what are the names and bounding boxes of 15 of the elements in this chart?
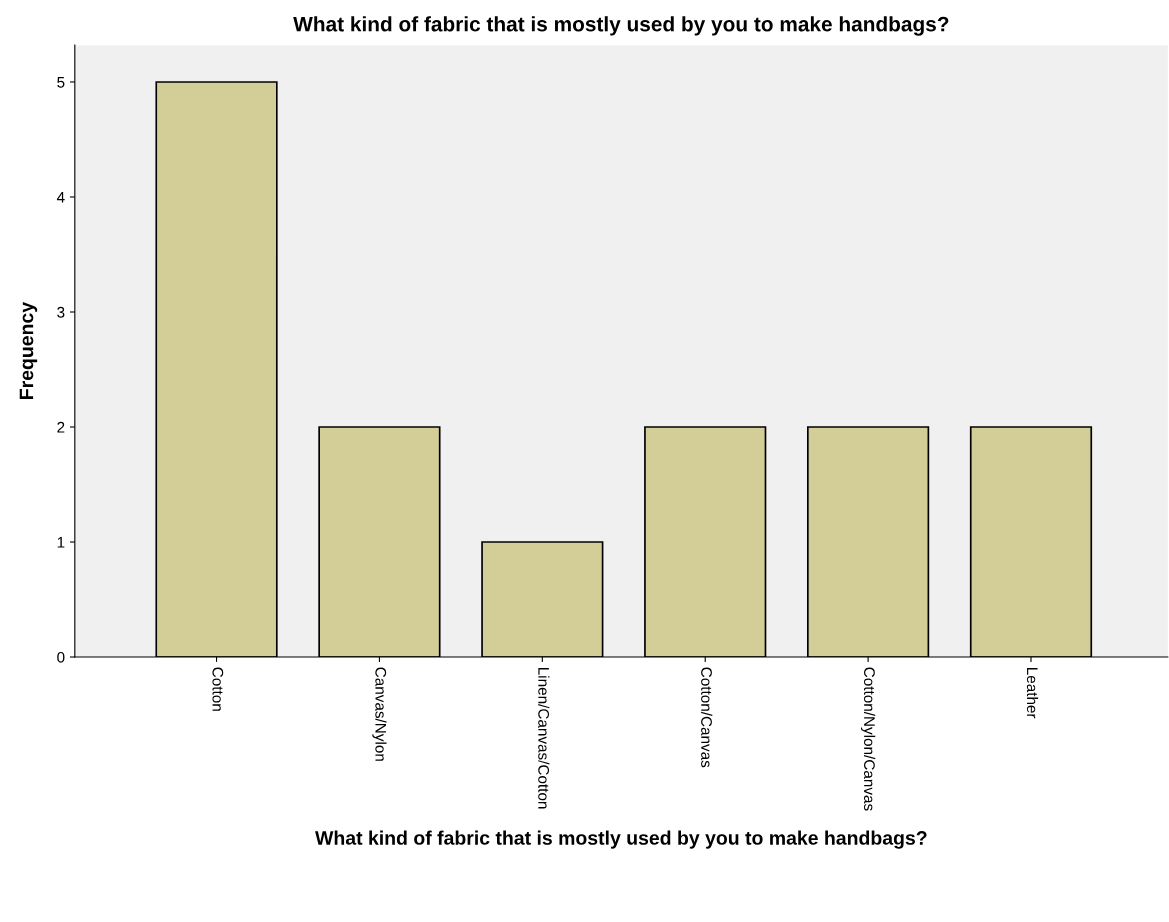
y-tick-label: 3 [57,306,65,318]
x-tick-label: Canvas/Nylon [372,667,387,761]
x-tick-label: Cotton/Canvas [701,667,713,768]
x-tick-label: Cotton/Nylon/Canvas [860,667,876,811]
chart-title: What kind of fabric that is mostly used by you to make handbags? [293,16,949,36]
y-tick-label: 0 [57,651,65,663]
x-axis-title: What kind of fabric that is mostly used by you to make handbags? [315,830,927,849]
x-tick-label: Leather [1026,667,1039,719]
y-tick-label: 5 [57,77,65,88]
y-axis-title: Frequency [19,302,38,399]
y-tick-label: 1 [57,537,65,548]
x-tick-label: Cotton [212,667,224,711]
y-tick-label: 4 [56,192,65,203]
x-tick-label: Linen/Canvas/Cotton [538,667,550,809]
y-tick-label: 2 [57,421,65,433]
